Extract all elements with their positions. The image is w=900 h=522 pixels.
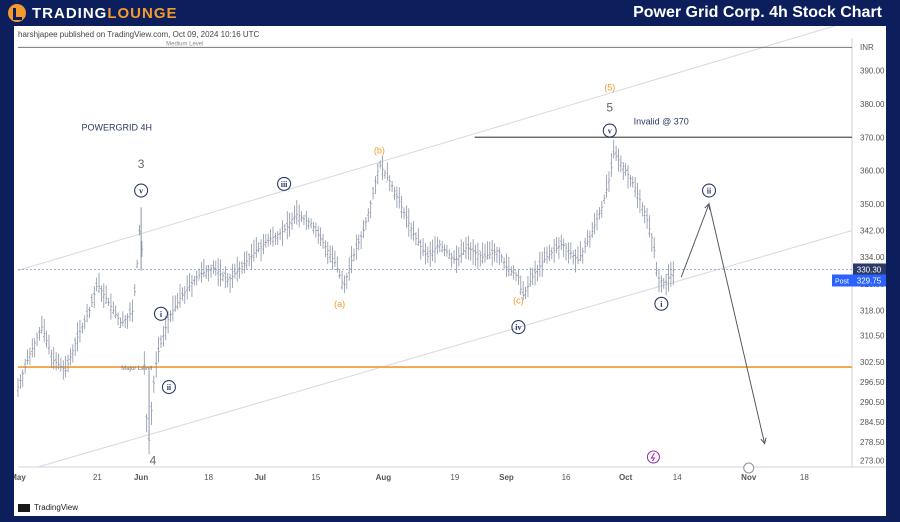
price-chart[interactable]: INR 390.00 380.00 370.00 360.00 350.00 342.00 3…	[14, 26, 886, 516]
x-tick-label: 16	[562, 473, 571, 482]
wave-label-circle	[277, 176, 292, 191]
major-level-label: Major Level	[121, 366, 152, 372]
header-bar: TRADINGLOUNGE Power Grid Corp. 4h Stock …	[0, 0, 900, 26]
x-tick-label: 21	[93, 473, 102, 482]
y-tick-label: 278.50	[860, 438, 885, 447]
brand-logo-icon	[8, 4, 26, 22]
brand-logo: TRADINGLOUNGE	[8, 3, 178, 23]
wave-label: (5)	[604, 82, 615, 92]
currency-label: INR	[860, 43, 874, 52]
tradingview-brand: TradingView	[34, 503, 79, 512]
y-tick-label: 302.50	[860, 358, 885, 367]
wave-label: 4	[150, 453, 157, 467]
x-tick-label: May	[14, 473, 26, 482]
y-tick-label: 350.00	[860, 200, 885, 209]
wave-label-circle	[602, 123, 617, 138]
y-tick-label: 296.50	[860, 378, 885, 387]
wave-label: 3	[138, 157, 145, 171]
y-tick-label: 380.00	[860, 100, 885, 109]
wave-label: iii	[281, 180, 288, 189]
projection-path	[680, 202, 766, 444]
x-tick-label: 19	[450, 473, 459, 482]
last-price-value: 330.30	[857, 265, 882, 274]
wave-label: v	[139, 187, 143, 196]
x-tick-label: Nov	[741, 473, 757, 482]
invalid-level-label: Invalid @ 370	[634, 116, 689, 126]
wave-label-circle	[701, 183, 717, 198]
wave-label: (b)	[374, 146, 385, 156]
x-tick-label: 18	[204, 473, 213, 482]
y-tick-label: 290.50	[860, 398, 885, 407]
post-price-value: 329.75	[857, 276, 882, 285]
channel-upper-line	[17, 26, 836, 271]
channel-lower-line	[37, 230, 853, 468]
wave-label: (c)	[513, 295, 524, 305]
x-tick-label: Oct	[619, 473, 633, 482]
x-tick-label: 14	[673, 473, 682, 482]
post-price-tag	[832, 274, 886, 287]
future-marker-icon	[743, 462, 755, 474]
x-tick-label: Jul	[254, 473, 266, 482]
event-lightning-icon	[650, 452, 656, 462]
projection-arrow-up	[704, 202, 711, 210]
x-tick-label: Aug	[376, 473, 392, 482]
wave-label: v	[608, 127, 612, 136]
wave-label-circle	[511, 320, 526, 335]
last-price-tag	[853, 263, 886, 276]
y-tick-label: 273.00	[860, 456, 885, 465]
x-tick-label: 15	[311, 473, 320, 482]
wave-label: (a)	[334, 299, 345, 309]
x-tick-label: Jun	[134, 473, 148, 482]
y-tick-label: 370.00	[860, 133, 885, 142]
wave-label: 5	[606, 100, 613, 114]
y-tick-label: 390.00	[860, 67, 885, 76]
tradingview-footer: TradingView	[18, 503, 78, 512]
tradingview-logo-icon	[18, 503, 30, 512]
symbol-label: POWERGRID 4H	[82, 123, 153, 133]
x-tick-label: 18	[800, 473, 809, 482]
brand-name: TRADINGLOUNGE	[32, 4, 178, 22]
y-tick-label: 360.00	[860, 167, 885, 176]
y-tick-label: 342.00	[860, 227, 885, 236]
wave-label: ii	[707, 187, 712, 196]
y-tick-label: 318.00	[860, 306, 885, 315]
wave-label-circle	[153, 306, 169, 321]
chart-panel: INR 390.00 380.00 370.00 360.00 350.00 342.00 3…	[14, 26, 886, 516]
page-title: Power Grid Corp. 4h Stock Chart	[633, 4, 882, 21]
wave-label-circle	[134, 183, 149, 198]
y-tick-label: 334.00	[860, 253, 885, 262]
wave-label: i	[160, 310, 163, 319]
publisher-note: harshjapee published on TradingView.com,…	[18, 30, 260, 39]
y-tick-label: 310.50	[860, 331, 885, 340]
wave-label: ii	[167, 383, 172, 392]
wave-label-circle	[161, 380, 176, 395]
event-marker-icon	[646, 450, 660, 464]
y-tick-label: 284.50	[860, 418, 885, 427]
wave-label: iv	[515, 323, 521, 332]
wave-label: i	[660, 300, 663, 309]
x-tick-label: Sep	[499, 473, 514, 482]
post-label: Post	[835, 278, 849, 285]
wave-label-circle	[654, 296, 669, 311]
projection-arrow-down	[760, 437, 767, 445]
medium-level-label: Medium Level	[166, 41, 203, 47]
